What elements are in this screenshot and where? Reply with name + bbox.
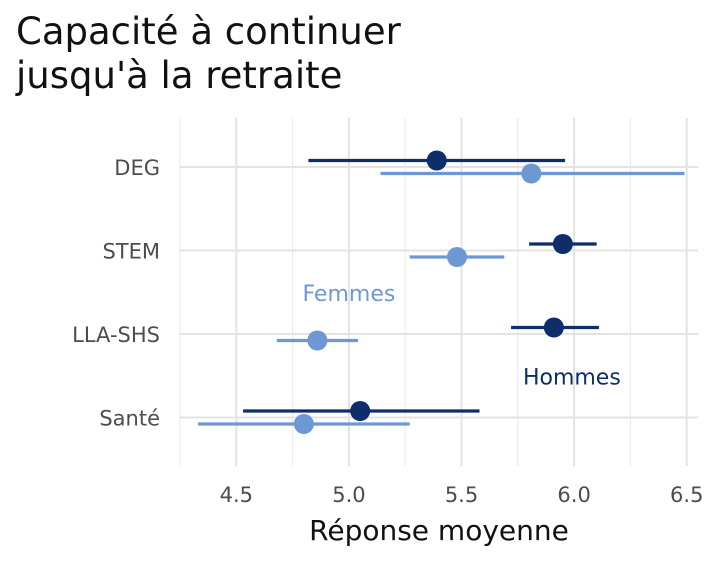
data-point [543,317,564,338]
data-point [307,330,328,351]
x-tick-label: 5.5 [445,483,478,507]
y-category-labels: DEG STEM LLA-SHS Santé [72,156,160,431]
y-category-label: Santé [99,407,160,431]
x-tick-label: 5.0 [332,483,365,507]
x-axis-label: Réponse moyenne [309,514,569,547]
x-tick-label: 6.5 [670,483,703,507]
x-tick-labels: 4.5 5.0 5.5 6.0 6.5 [220,483,704,507]
chart-title: Capacité à continuer jusqu'à la retraite [16,10,401,98]
chart-title-line-2: jusqu'à la retraite [16,54,343,97]
x-tick-label: 4.5 [220,483,253,507]
data-point [426,150,447,171]
data-point [447,247,468,267]
annotations: Femmes Hommes [302,282,620,391]
x-tick-label: 6.0 [557,483,590,507]
chart-title-line-1: Capacité à continuer [16,10,401,53]
data-point [350,401,371,421]
data-point [521,163,542,184]
y-category-label: LLA-SHS [72,323,160,347]
y-category-label: DEG [114,156,160,180]
series-label: Hommes [523,366,621,391]
data-marks [198,150,685,434]
series-label: Femmes [302,282,395,307]
data-point [293,414,314,434]
y-category-label: STEM [102,240,160,264]
data-point [552,234,573,254]
